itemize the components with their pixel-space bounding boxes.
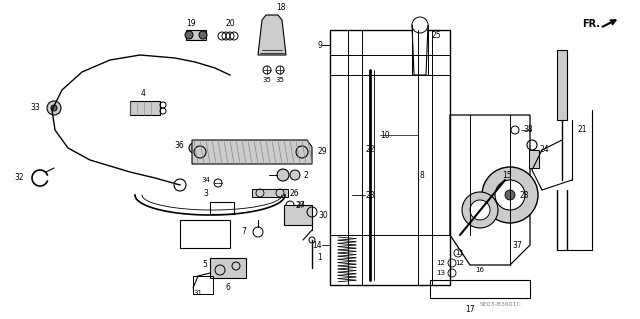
Bar: [130, 101, 160, 115]
Circle shape: [462, 192, 498, 228]
Text: 32: 32: [14, 174, 24, 182]
Bar: [430, 280, 530, 298]
Circle shape: [277, 169, 289, 181]
Text: 29: 29: [318, 147, 328, 157]
Bar: [284, 205, 312, 225]
Text: SE03-B3601C: SE03-B3601C: [480, 302, 522, 308]
Circle shape: [194, 146, 206, 158]
Text: 38: 38: [523, 125, 532, 135]
Text: 7: 7: [241, 227, 246, 236]
Text: 12: 12: [455, 260, 464, 266]
Text: FR.: FR.: [582, 19, 600, 29]
Bar: [210, 258, 246, 278]
Text: 24: 24: [540, 145, 550, 154]
Text: 5: 5: [203, 260, 207, 269]
Circle shape: [505, 190, 515, 200]
Text: 36: 36: [174, 142, 184, 151]
Circle shape: [482, 167, 538, 223]
Text: 23: 23: [365, 190, 374, 199]
Bar: [557, 50, 567, 120]
Text: 14: 14: [312, 241, 322, 249]
Text: 33: 33: [30, 103, 40, 113]
Text: 25: 25: [432, 31, 442, 40]
Bar: [186, 30, 206, 40]
Text: 34: 34: [201, 177, 210, 183]
Text: 21: 21: [577, 125, 586, 135]
Bar: [180, 220, 230, 248]
Circle shape: [189, 143, 199, 153]
Text: 12: 12: [436, 260, 445, 266]
Text: 28: 28: [520, 190, 529, 199]
Text: 34: 34: [296, 202, 305, 208]
Text: 30: 30: [318, 211, 328, 219]
Text: 19: 19: [186, 19, 196, 27]
Bar: [529, 150, 539, 168]
Text: 27: 27: [295, 201, 305, 210]
Text: 20: 20: [225, 19, 235, 28]
Circle shape: [470, 200, 490, 220]
Circle shape: [51, 105, 57, 111]
Text: 8: 8: [420, 170, 425, 180]
Circle shape: [412, 17, 428, 33]
Text: 31: 31: [193, 290, 202, 296]
Text: 35: 35: [262, 77, 271, 83]
Text: 1: 1: [317, 254, 322, 263]
Text: 11: 11: [455, 250, 464, 256]
Circle shape: [290, 170, 300, 180]
Bar: [193, 276, 213, 294]
Polygon shape: [192, 140, 312, 164]
Text: 22: 22: [365, 145, 374, 154]
Circle shape: [192, 146, 196, 150]
Text: 16: 16: [475, 267, 484, 273]
Text: 17: 17: [465, 305, 475, 314]
Polygon shape: [412, 25, 428, 75]
Text: 37: 37: [512, 241, 522, 249]
Circle shape: [296, 146, 308, 158]
Text: 13: 13: [436, 270, 445, 276]
Text: 35: 35: [276, 77, 284, 83]
Circle shape: [495, 180, 525, 210]
Text: 15: 15: [502, 170, 511, 180]
Text: 4: 4: [141, 90, 145, 99]
Circle shape: [185, 31, 193, 39]
Circle shape: [199, 31, 207, 39]
Text: 18: 18: [276, 4, 285, 12]
Bar: [252, 189, 288, 197]
Text: 10: 10: [380, 130, 390, 139]
Polygon shape: [258, 15, 286, 55]
Text: 6: 6: [225, 283, 230, 292]
Circle shape: [47, 101, 61, 115]
Bar: [210, 202, 234, 214]
Text: 9: 9: [317, 41, 322, 49]
Text: 2: 2: [303, 170, 308, 180]
Bar: [330, 30, 450, 285]
Text: 3: 3: [203, 189, 208, 198]
Text: 26: 26: [290, 189, 300, 197]
